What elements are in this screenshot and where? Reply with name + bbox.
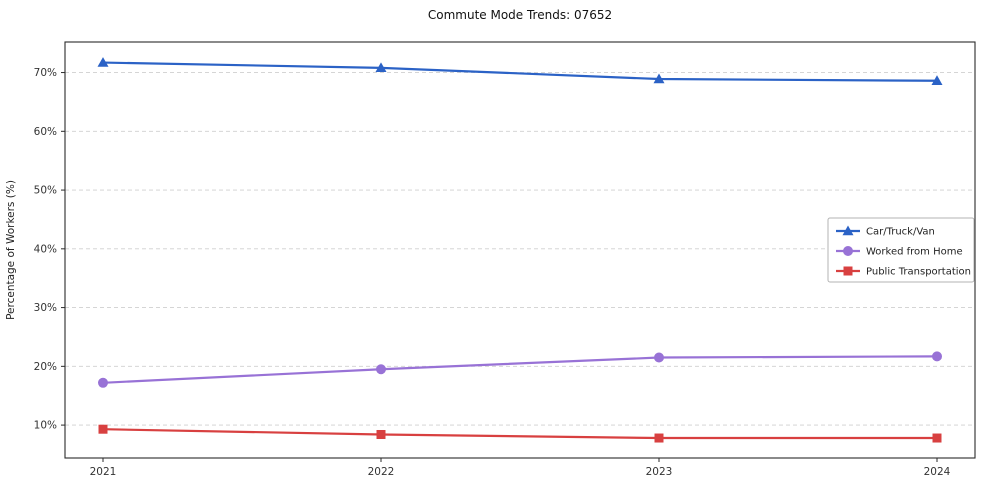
x-tick-label: 2023 <box>646 466 673 478</box>
legend-item: Car/Truck/Van <box>836 225 935 238</box>
legend-item: Public Transportation <box>836 266 971 278</box>
y-tick-label: 50% <box>34 185 57 197</box>
circle-marker <box>932 351 942 362</box>
y-tick-label: 10% <box>34 420 57 432</box>
y-tick-label: 60% <box>34 126 57 138</box>
legend-label: Public Transportation <box>866 267 971 278</box>
square-marker <box>376 429 386 439</box>
circle-marker <box>376 364 386 375</box>
triangle-marker <box>931 75 943 85</box>
circle-marker <box>98 377 108 388</box>
gridlines <box>65 72 975 426</box>
legend-item: Worked from Home <box>836 246 963 258</box>
square-marker <box>654 433 664 443</box>
chart-title: Commute Mode Trends: 07652 <box>427 8 613 22</box>
series-car-truck-van <box>97 57 943 85</box>
axis-frame <box>64 41 976 459</box>
x-tick-label: 2022 <box>368 466 395 478</box>
series-line <box>102 61 938 82</box>
x-tick-label: 2024 <box>924 466 951 478</box>
square-marker <box>98 424 108 434</box>
y-tick-label: 40% <box>34 243 57 255</box>
y-tick-label: 30% <box>34 302 57 314</box>
x-axis-ticks: 2021 2022 2023 2024 <box>90 458 951 478</box>
x-tick-label: 2021 <box>90 466 117 478</box>
triangle-marker <box>842 225 854 236</box>
y-tick-label: 70% <box>34 67 57 79</box>
square-marker <box>843 266 853 276</box>
y-axis-ticks: 10% 20% 30% 40% 50% 60% 70% <box>34 67 65 432</box>
circle-marker <box>654 352 664 363</box>
legend-label: Car/Truck/Van <box>866 227 935 238</box>
y-tick-label: 20% <box>34 361 57 373</box>
series-line <box>102 355 938 384</box>
circle-marker <box>843 246 853 256</box>
legend: Car/Truck/Van Worked from Home Public Tran… <box>827 217 975 283</box>
legend-label: Worked from Home <box>866 247 963 258</box>
series-line <box>102 428 937 440</box>
series-public-transportation <box>98 424 942 443</box>
legend-box <box>827 217 975 283</box>
triangle-marker <box>375 62 387 73</box>
triangle-marker <box>653 73 665 84</box>
series-worked-from-home <box>98 351 942 388</box>
triangle-marker <box>97 57 109 67</box>
square-marker <box>932 433 942 443</box>
